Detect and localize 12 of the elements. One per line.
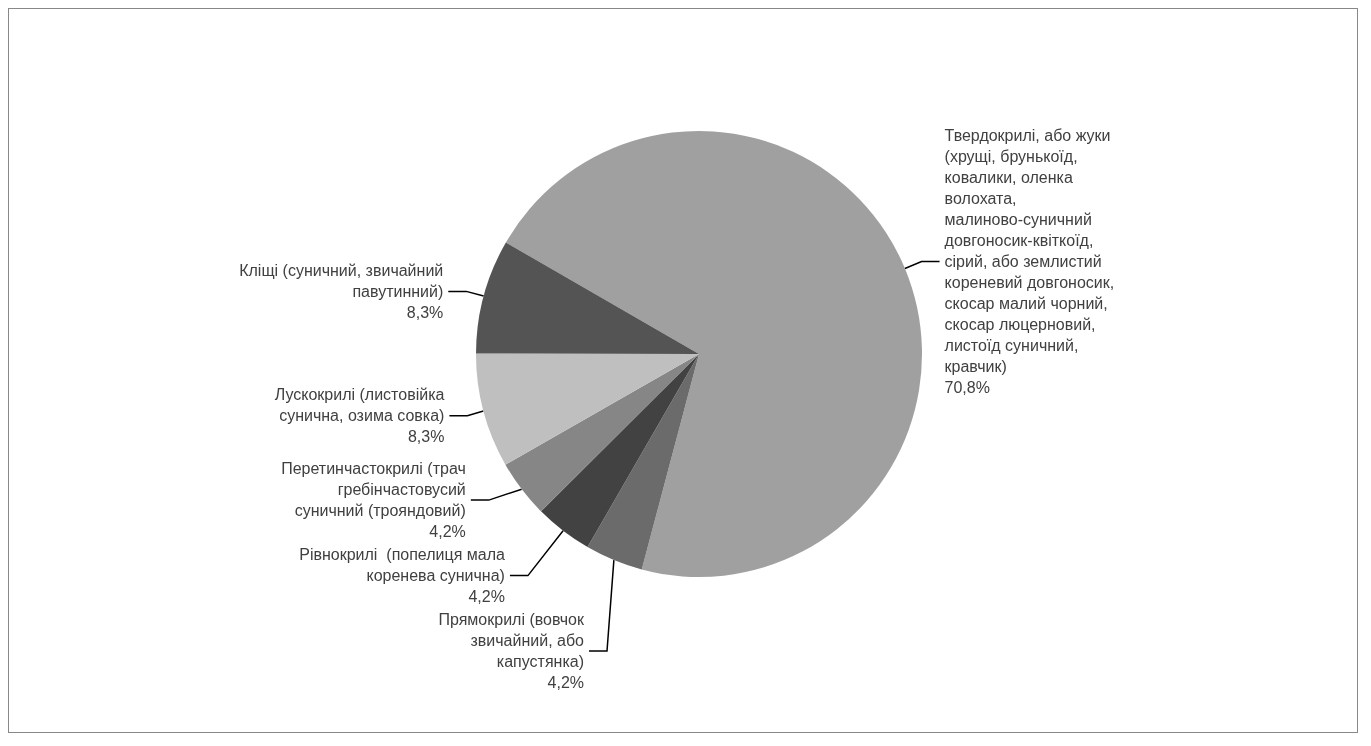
data-label: 4,2% [547, 674, 585, 692]
data-label: 4,2% [429, 523, 466, 541]
slice-label: Рівнокрилі (попелиця мала коренева сунична) [299, 546, 506, 585]
data-label: 8,3% [407, 428, 445, 446]
slice-label: Прямокрилі (вовчок звичайний, або капустянка) [438, 611, 586, 671]
data-label: 8,3% [406, 303, 444, 321]
category-label: Твердокрилі, або жуки (хрущі, брунькоїд, ковалики, оленка волохата, малиново-суничний довгоносик-квіткоїд, сірий, або землистий кореневий довгоносик, скосар малий чорний, скосар люцерновий, листоїд суничний, кравчик) [944, 127, 1115, 376]
data-label: 4,2% [468, 588, 505, 606]
slice-label: Лускокрилі (листовійка сунична, озима совка) [274, 386, 445, 425]
slice-label: Перетинчастокрилі (трач гребінчастовусий суничний (трояндовий) [281, 460, 466, 520]
slice-label: Кліщі (суничний, звичайний павутинний) [239, 261, 444, 300]
data-label: 70,8% [944, 379, 990, 397]
